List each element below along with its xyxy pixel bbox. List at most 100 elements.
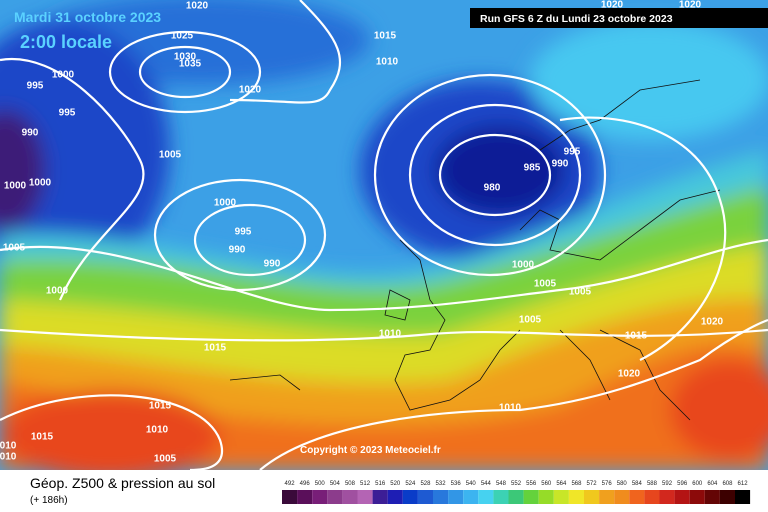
isobars [0,0,768,361]
scale-swatch [659,490,675,504]
scale-swatch [448,490,464,504]
scale-label: 568 [571,481,582,487]
scale-swatch [735,490,751,504]
forecast-lead: (+ 186h) [30,495,68,506]
scale-label: 544 [481,481,492,487]
scale-label: 584 [632,481,643,487]
isobar-label: 1015 [31,432,54,443]
isobar-label: 1025 [171,31,194,42]
isobar-label: 1010 [146,425,169,436]
scale-swatch [689,490,705,504]
isobar-label: 995 [564,147,581,158]
scale-swatch [538,490,554,504]
scale-label: 612 [738,481,749,487]
scale-swatch [327,490,343,504]
scale-swatch [417,490,433,504]
isobar-label: 990 [229,245,246,256]
isobar-label: 985 [524,163,541,174]
isobar-label: 010 [0,441,17,452]
scale-swatch [614,490,630,504]
isobar-label: 1020 [618,369,641,380]
scale-label: 508 [345,481,356,487]
scale-swatch [584,490,600,504]
scale-label: 528 [420,481,431,487]
scale-swatch [629,490,645,504]
isobar-label: 1020 [679,0,702,11]
scale-swatch [493,490,509,504]
geopotential-field [0,0,768,470]
isobar-label: 980 [484,183,501,194]
scale-swatch [357,490,373,504]
scale-swatch [312,490,328,504]
isobar-label: 1000 [52,70,75,81]
run-box [470,8,768,28]
isobar-label: 1000 [512,260,535,271]
isobar-label: 1010 [376,57,399,68]
scale-swatch [719,490,735,504]
scale-label: 576 [602,481,613,487]
isobar-label: 1020 [701,317,724,328]
isobar-label: 1030 [174,52,197,63]
scale-label: 572 [587,481,598,487]
scale-swatch [297,490,313,504]
isobar-label: 010 [0,452,17,463]
isobar-label: 995 [59,108,76,119]
isobar-label: 1005 [569,287,592,298]
scale-label: 540 [466,481,477,487]
isobar-label: 1010 [499,403,522,414]
isobar-label: 1020 [186,1,209,12]
forecast-time: 2:00 locale [20,32,112,52]
isobar-label: 990 [22,128,39,139]
coastlines [229,79,721,421]
scale-label: 552 [511,481,522,487]
scale-swatch [478,490,494,504]
scale-swatch [463,490,479,504]
scale-label: 492 [285,481,296,487]
isobar-label: 1035 [179,59,202,70]
scale-label: 496 [300,481,311,487]
scale-label: 520 [390,481,401,487]
isobar-label: 1005 [154,454,177,465]
run-info: Run GFS 6 Z du Lundi 23 octobre 2023 [480,13,673,25]
scale-label: 512 [360,481,371,487]
isobar-label: 1005 [3,243,26,254]
isobar-label: 1000 [4,181,27,192]
isobar-label: 1015 [149,401,172,412]
scale-label: 536 [451,481,462,487]
scale-swatch [402,490,418,504]
scale-swatch [282,490,298,504]
scale-swatch [508,490,524,504]
isobar-label: 1010 [379,329,402,340]
scale-label: 504 [330,481,341,487]
isobar-label: 1005 [534,279,557,290]
scale-swatch [644,490,660,504]
isobar-label: 1000 [46,286,69,297]
scale-label: 532 [436,481,447,487]
scale-swatch [433,490,449,504]
scale-swatch [342,490,358,504]
isobar-label: 995 [27,81,44,92]
isobar-label: 1015 [625,331,648,342]
scale-label: 516 [375,481,386,487]
isobar-label: 990 [264,259,281,270]
scale-swatch [523,490,539,504]
footer-title: Géop. Z500 & pression au sol [30,475,215,491]
isobar-labels: 1020102510301035102010151010100099599599… [0,0,724,465]
scale-label: 608 [722,481,733,487]
scale-label: 588 [647,481,658,487]
scale-label: 524 [405,481,416,487]
isobar-label: 1005 [159,150,182,161]
scale-label: 580 [617,481,628,487]
scale-label: 564 [556,481,567,487]
scale-swatch [372,490,388,504]
scale-label: 500 [315,481,326,487]
isobar-label: 990 [552,159,569,170]
scale-label: 596 [677,481,688,487]
scale-label: 556 [526,481,537,487]
isobar-label: 1000 [214,198,237,209]
scale-swatch [704,490,720,504]
scale-swatch [553,490,569,504]
scale-swatch [568,490,584,504]
isobar-label: 1000 [29,178,52,189]
